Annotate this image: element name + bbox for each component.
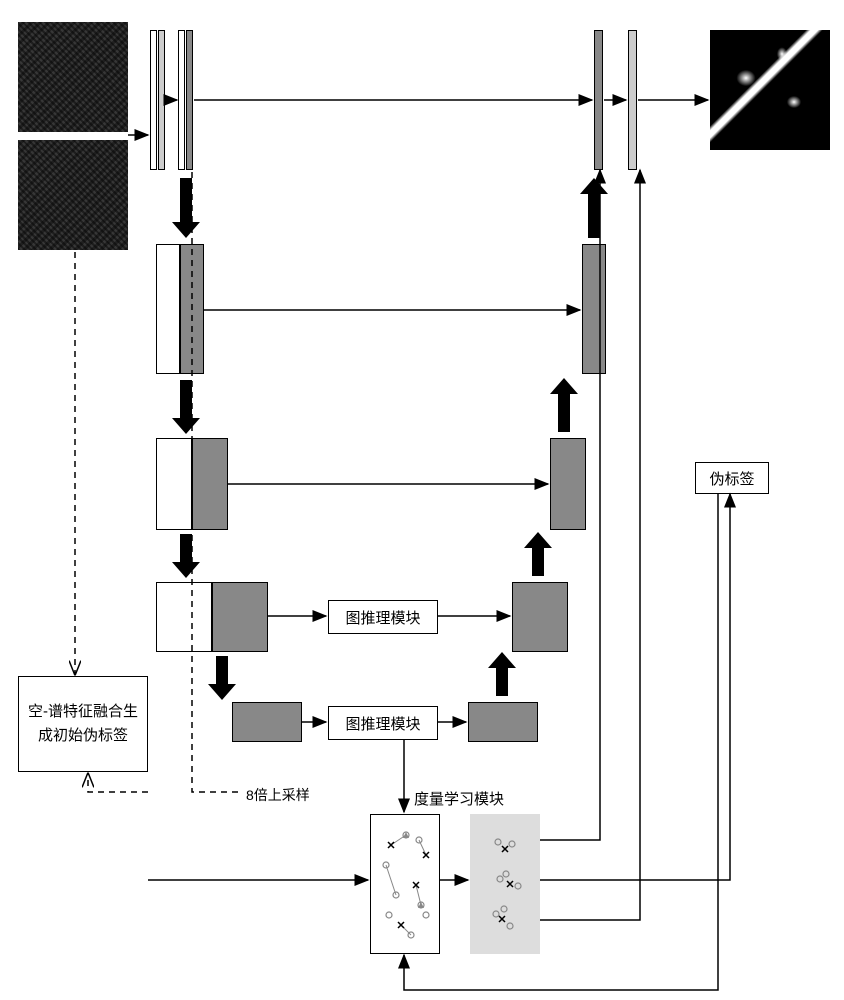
decoder-bar-1b xyxy=(628,30,637,170)
scatter-box-after xyxy=(470,814,540,954)
output-image xyxy=(710,30,830,150)
upsample-label: 8倍上采样 xyxy=(246,785,310,805)
decoder-bar-1a xyxy=(594,30,603,170)
encoder-block-2-dark xyxy=(180,244,204,374)
graph-module-1: 图推理模块 xyxy=(328,600,438,634)
input-image-2 xyxy=(18,140,128,250)
scatter-box-before xyxy=(370,814,440,954)
pseudo-label-text: 伪标签 xyxy=(709,468,754,489)
encoder-block-3-light xyxy=(156,438,192,530)
graph-module-1-label: 图推理模块 xyxy=(345,607,420,628)
encoder-block-2-light xyxy=(156,244,180,374)
encoder-bar-1d xyxy=(186,30,193,170)
encoder-block-4-dark xyxy=(212,582,268,652)
encoder-block-5 xyxy=(232,702,302,742)
decoder-block-2 xyxy=(582,244,606,374)
encoder-bar-1b xyxy=(158,30,165,170)
pseudo-label-gen-text: 空-谱特征融合生成初始伪标签 xyxy=(23,700,143,748)
pseudo-label-gen-box: 空-谱特征融合生成初始伪标签 xyxy=(18,676,148,772)
metric-learning-label: 度量学习模块 xyxy=(414,788,504,809)
decoder-block-4 xyxy=(512,582,568,652)
decoder-block-3 xyxy=(550,438,586,530)
encoder-bar-1a xyxy=(150,30,157,170)
decoder-block-5 xyxy=(468,702,538,742)
graph-module-2: 图推理模块 xyxy=(328,706,438,740)
encoder-block-4-light xyxy=(156,582,212,652)
graph-module-2-label: 图推理模块 xyxy=(345,713,420,734)
input-image-1 xyxy=(18,22,128,132)
encoder-bar-1c xyxy=(178,30,185,170)
pseudo-label-box: 伪标签 xyxy=(695,462,769,494)
encoder-block-3-dark xyxy=(192,438,228,530)
